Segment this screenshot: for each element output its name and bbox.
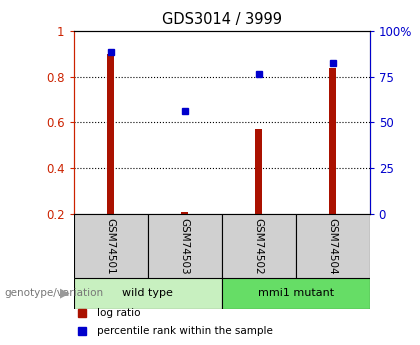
- Bar: [222, 278, 370, 309]
- Text: percentile rank within the sample: percentile rank within the sample: [97, 326, 273, 335]
- Bar: [74, 214, 147, 278]
- Bar: [147, 214, 222, 278]
- Text: genotype/variation: genotype/variation: [4, 288, 103, 298]
- Text: GSM74502: GSM74502: [254, 217, 264, 274]
- Text: GSM74501: GSM74501: [105, 217, 116, 274]
- Bar: [107, 54, 114, 214]
- Bar: [329, 68, 336, 214]
- Text: ▶: ▶: [60, 287, 70, 300]
- Bar: [181, 211, 188, 214]
- Text: GSM74503: GSM74503: [179, 217, 189, 274]
- Title: GDS3014 / 3999: GDS3014 / 3999: [162, 12, 281, 27]
- Bar: [222, 214, 296, 278]
- Text: mmi1 mutant: mmi1 mutant: [257, 288, 333, 298]
- Text: log ratio: log ratio: [97, 308, 141, 318]
- Bar: [74, 278, 222, 309]
- Text: GSM74504: GSM74504: [328, 217, 338, 274]
- Bar: [296, 214, 370, 278]
- Bar: [255, 129, 262, 214]
- Text: wild type: wild type: [122, 288, 173, 298]
